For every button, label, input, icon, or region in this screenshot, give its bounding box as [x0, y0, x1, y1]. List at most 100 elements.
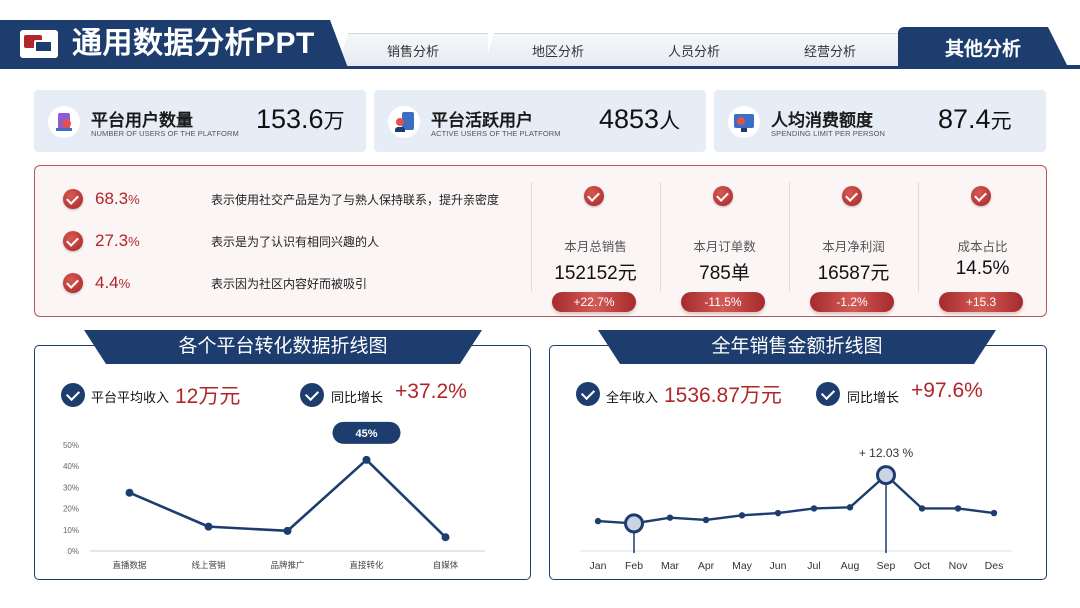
metric-value: 152152元	[554, 263, 637, 284]
data-point	[283, 526, 292, 535]
data-point	[738, 512, 746, 519]
x-tick-label: Jun	[770, 560, 787, 572]
kpi-card-users: 平台用户数量 NUMBER OF USERS OF THE PLATFORM 1…	[34, 90, 366, 152]
divider	[789, 182, 790, 292]
check-icon	[842, 186, 862, 206]
check-icon	[300, 383, 324, 407]
x-tick-label: 线上营销	[191, 560, 226, 570]
metric-label: 本月净利润	[822, 240, 885, 254]
annotation-badge	[332, 421, 401, 444]
highlight-point	[624, 513, 644, 534]
metric-value: 14.5%	[955, 258, 1010, 279]
x-tick-label: Feb	[625, 560, 643, 572]
data-point	[362, 455, 371, 464]
kpi-name-en: NUMBER OF USERS OF THE PLATFORM	[91, 129, 239, 138]
metric-label: 本月总销售	[564, 240, 627, 254]
growth-value: +97.6%	[911, 379, 983, 402]
check-icon	[63, 189, 83, 209]
y-tick-label: 30%	[63, 483, 79, 492]
right-chart-title: 全年销售金额折线图	[598, 330, 996, 364]
data-point	[594, 517, 602, 525]
x-tick-label: 自媒体	[433, 560, 459, 570]
monitor-icon	[728, 106, 760, 138]
check-icon	[584, 186, 604, 206]
kpi-card-spending: 人均消费额度 SPENDING LIMIT PER PERSON 87.4元	[714, 90, 1046, 152]
left-chart-panel: 平台平均收入 12万元 同比增长 +37.2% 0% 10% 20% 30% 40% 50…	[34, 345, 531, 580]
metric-change-badge: +22.7%	[552, 292, 636, 312]
data-point	[702, 516, 710, 524]
metric-net-profit: 本月净利润 16587元 -1.2%	[789, 180, 918, 312]
metric-label: 本月订单数	[693, 240, 756, 254]
user-chart-icon	[48, 106, 80, 138]
survey-description: 表示是为了认识有相同兴趣的人	[211, 235, 380, 249]
y-tick-label: 0%	[67, 547, 79, 556]
data-point	[204, 522, 213, 531]
data-point	[810, 505, 818, 512]
metric-cost-ratio: 成本占比 14.5% +15.3	[918, 180, 1047, 312]
check-icon	[61, 383, 85, 407]
check-icon	[576, 382, 600, 406]
tab-label: 地区分析	[531, 43, 584, 59]
x-tick-label: Oct	[914, 560, 930, 572]
kpi-value: 4853人	[599, 104, 681, 134]
chat-bubble-icon	[20, 30, 58, 58]
series-line	[597, 473, 995, 525]
divider	[660, 182, 661, 292]
check-icon	[816, 382, 840, 406]
annual-sales-line-chart: Jan Feb Mar Apr May Jun Jul Aug Sep Oct Nov Des + 12…	[580, 446, 1012, 572]
check-icon	[971, 186, 991, 206]
left-chart-title: 各个平台转化数据折线图	[84, 330, 482, 364]
income-label: 全年收入	[606, 390, 659, 405]
kpi-name: 平台活跃用户	[431, 111, 533, 130]
x-tick-label: Mar	[661, 560, 680, 572]
data-point	[990, 509, 998, 517]
tab-sales[interactable]: 销售分析	[338, 33, 488, 66]
check-icon	[713, 186, 733, 206]
tab-region[interactable]: 地区分析	[484, 33, 632, 66]
data-point	[441, 533, 450, 542]
kpi-name-en: ACTIVE USERS OF THE PLATFORM	[431, 129, 561, 138]
income-value: 1536.87万元	[664, 384, 782, 407]
title-block: 通用数据分析PPT	[0, 20, 348, 68]
kpi-value: 153.6万	[256, 104, 345, 134]
kpi-value: 87.4元	[938, 104, 1012, 134]
check-icon	[63, 273, 83, 293]
tab-operation[interactable]: 经营分析	[756, 33, 904, 66]
growth-label: 同比增长	[847, 390, 900, 405]
tab-bar: 销售分析 地区分析 人员分析 经营分析 其他分析	[0, 27, 1080, 67]
data-point	[125, 488, 134, 497]
metric-total-sales: 本月总销售 152152元 +22.7%	[531, 180, 660, 312]
kpi-name-en: SPENDING LIMIT PER PERSON	[771, 129, 886, 138]
platform-conversion-line-chart: 0% 10% 20% 30% 40% 50% 直播数据 线上营销 品牌推广 直接转化 自媒体 45%	[63, 421, 485, 570]
kpi-name: 人均消费额度	[771, 111, 873, 130]
stats-panel: 68.3% 表示使用社交产品是为了与熟人保持联系，提升亲密度 27.3% 表示是…	[34, 165, 1047, 317]
x-tick-label: Sep	[877, 560, 896, 572]
tab-other[interactable]: 其他分析	[898, 27, 1068, 67]
x-tick-label: 直播数据	[112, 560, 147, 570]
survey-description: 表示因为社区内容好而被吸引	[211, 277, 368, 291]
survey-description: 表示使用社交产品是为了与熟人保持联系，提升亲密度	[211, 193, 500, 207]
growth-label: 同比增长	[331, 390, 384, 405]
x-tick-label: Des	[985, 560, 1004, 572]
tab-label: 销售分析	[386, 43, 439, 59]
metric-change-badge: -11.5%	[681, 292, 765, 312]
tab-label: 经营分析	[803, 43, 856, 59]
data-point	[918, 505, 926, 512]
x-tick-label: Aug	[841, 560, 860, 572]
metric-orders: 本月订单数 785单 -11.5%	[660, 180, 789, 312]
x-tick-label: Apr	[698, 560, 715, 572]
data-point	[666, 514, 674, 521]
annotation-label: 45%	[355, 428, 377, 440]
annotation-label: + 12.03 %	[859, 446, 914, 460]
income-value: 12万元	[175, 385, 241, 408]
x-tick-label: 直接转化	[349, 560, 384, 570]
y-tick-label: 50%	[63, 441, 79, 450]
data-point	[846, 504, 854, 511]
metric-label: 成本占比	[957, 240, 1008, 254]
series-line	[128, 458, 447, 539]
tab-staff[interactable]: 人员分析	[620, 33, 768, 66]
x-tick-label: May	[732, 560, 753, 572]
x-tick-label: Jan	[590, 560, 607, 572]
kpi-card-active: 平台活跃用户 ACTIVE USERS OF THE PLATFORM 4853…	[374, 90, 706, 152]
monthly-metrics: 本月总销售 152152元 +22.7% 本月订单数 785单 -11.5% 本…	[531, 166, 1047, 316]
